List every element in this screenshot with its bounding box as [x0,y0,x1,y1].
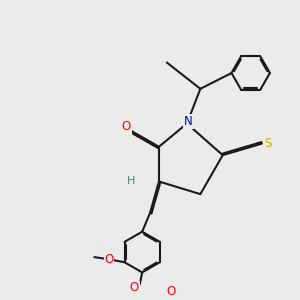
Text: O: O [122,120,131,134]
Text: O: O [104,253,114,266]
Text: O: O [167,285,176,298]
Text: H: H [127,176,135,187]
Text: O: O [130,281,139,294]
Text: S: S [264,137,271,150]
Text: H: H [127,176,135,187]
Text: N: N [184,115,193,128]
